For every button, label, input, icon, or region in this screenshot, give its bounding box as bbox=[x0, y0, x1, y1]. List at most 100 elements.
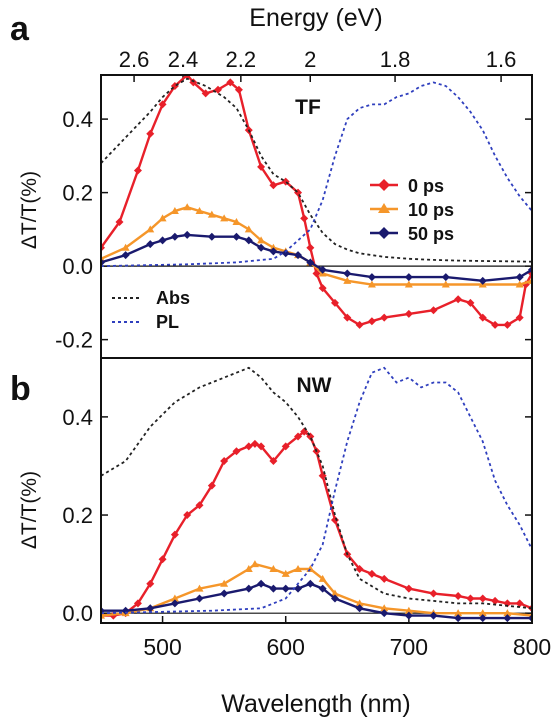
data-point-0ps bbox=[466, 298, 475, 307]
data-point-0ps bbox=[429, 589, 438, 598]
data-point-0ps bbox=[404, 309, 413, 318]
data-point-0ps bbox=[491, 320, 500, 329]
data-point-0ps bbox=[244, 442, 253, 451]
data-point-0ps bbox=[466, 594, 475, 603]
data-point-0ps bbox=[269, 181, 278, 190]
data-point-10ps bbox=[404, 606, 413, 614]
data-point-50ps bbox=[306, 258, 315, 267]
data-point-0ps bbox=[234, 85, 243, 94]
data-point-50ps bbox=[257, 243, 266, 252]
data-point-10ps bbox=[244, 565, 253, 573]
data-point-0ps bbox=[250, 439, 259, 448]
data-point-10ps bbox=[170, 594, 179, 602]
data-point-50ps bbox=[121, 251, 130, 260]
data-point-10ps bbox=[250, 560, 259, 568]
data-point-10ps bbox=[318, 574, 327, 582]
series-line-pl-b bbox=[101, 366, 532, 615]
data-point-50ps bbox=[404, 611, 413, 620]
x-tick-label: 600 bbox=[267, 634, 305, 660]
data-point-0ps bbox=[133, 166, 142, 175]
data-point-0ps bbox=[300, 214, 309, 223]
data-point-50ps bbox=[367, 273, 376, 282]
series-line-50ps-b bbox=[101, 582, 532, 620]
data-point-0ps bbox=[207, 481, 216, 490]
data-point-0ps bbox=[220, 457, 229, 466]
data-point-50ps bbox=[318, 584, 327, 593]
data-point-50ps bbox=[146, 240, 155, 249]
x-tick-label: 500 bbox=[143, 634, 181, 660]
data-point-50ps bbox=[158, 236, 167, 245]
data-point-10ps bbox=[220, 214, 229, 222]
data-point-0ps bbox=[195, 501, 204, 510]
panel-a-title: TF bbox=[295, 96, 321, 119]
data-point-50ps bbox=[244, 236, 253, 245]
data-point-10ps bbox=[269, 565, 278, 573]
data-point-10ps bbox=[281, 569, 290, 577]
data-point-0ps bbox=[115, 218, 124, 227]
data-point-0ps bbox=[380, 574, 389, 583]
data-point-0ps bbox=[454, 592, 463, 601]
data-point-50ps bbox=[318, 265, 327, 274]
data-point-50ps bbox=[244, 584, 253, 593]
data-point-50ps bbox=[269, 584, 278, 593]
top-tick-label: 1.6 bbox=[486, 47, 517, 72]
data-point-0ps bbox=[367, 317, 376, 326]
data-point-0ps bbox=[201, 89, 210, 98]
data-point-0ps bbox=[232, 447, 241, 456]
data-point-0ps bbox=[503, 320, 512, 329]
data-point-10ps bbox=[146, 225, 155, 233]
y-tick-label: -0.2 bbox=[55, 328, 93, 353]
data-point-50ps bbox=[170, 232, 179, 241]
data-point-10ps bbox=[441, 280, 450, 288]
data-point-0ps bbox=[330, 298, 339, 307]
data-point-50ps bbox=[183, 230, 192, 239]
data-point-50ps bbox=[220, 589, 229, 598]
y-tick-label: 0.0 bbox=[62, 601, 93, 626]
data-point-10ps bbox=[515, 280, 524, 288]
data-point-10ps bbox=[232, 218, 241, 226]
y-tick-label: 0.2 bbox=[62, 181, 93, 206]
data-point-50ps bbox=[404, 273, 413, 282]
data-point-0ps bbox=[158, 100, 167, 109]
data-point-50ps bbox=[281, 584, 290, 593]
panel-b-series bbox=[101, 366, 532, 623]
data-point-10ps bbox=[195, 206, 204, 214]
panel-b-title: NW bbox=[297, 374, 332, 397]
legend-entry-pl: PL bbox=[156, 312, 179, 332]
data-point-10ps bbox=[478, 609, 487, 617]
data-point-50ps bbox=[207, 232, 216, 241]
data-point-0ps bbox=[515, 599, 524, 608]
data-point-0ps bbox=[146, 129, 155, 138]
legend-entry-50ps: 50 ps bbox=[408, 224, 454, 244]
data-point-50ps bbox=[281, 249, 290, 258]
data-point-0ps bbox=[478, 594, 487, 603]
top-tick-label: 2.6 bbox=[119, 47, 150, 72]
data-point-0ps bbox=[355, 320, 364, 329]
data-point-10ps bbox=[330, 589, 339, 597]
top-tick-label: 2 bbox=[304, 47, 316, 72]
top-axis-title: Energy (eV) bbox=[249, 4, 382, 32]
panel-b-ylabel: ΔT/T(%) bbox=[18, 471, 41, 549]
data-point-50ps bbox=[330, 594, 339, 603]
data-point-50ps bbox=[195, 594, 204, 603]
data-point-0ps bbox=[306, 243, 315, 252]
data-point-0ps bbox=[491, 596, 500, 605]
series-line-abs-b bbox=[101, 366, 532, 610]
data-point-0ps bbox=[226, 78, 235, 87]
axes-layer: -0.2 0.0 0.2 0.4 2.6 2.4 2.2 2 1.8 1.6 0.0 0.2 0.4 50… bbox=[55, 47, 551, 660]
data-point-10ps bbox=[404, 280, 413, 288]
data-point-50ps bbox=[257, 579, 266, 588]
x-axis-title: Wavelength (nm) bbox=[221, 690, 410, 718]
top-tick-label: 2.2 bbox=[226, 47, 257, 72]
y-tick-label: 0.4 bbox=[62, 107, 93, 132]
y-tick-label: 0.2 bbox=[62, 503, 93, 528]
data-point-10ps bbox=[269, 243, 278, 251]
data-point-0ps bbox=[281, 442, 290, 451]
top-tick-label: 1.8 bbox=[380, 47, 411, 72]
data-point-0ps bbox=[515, 313, 524, 322]
data-point-10ps bbox=[121, 243, 130, 251]
data-point-50ps bbox=[454, 614, 463, 623]
data-point-50ps bbox=[429, 611, 438, 620]
series-line-pl-a bbox=[101, 81, 532, 267]
